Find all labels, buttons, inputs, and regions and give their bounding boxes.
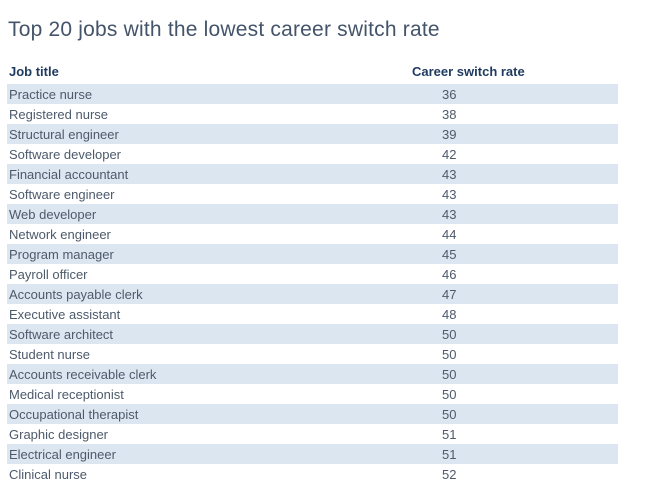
table-header-row: Job title Career switch rate: [7, 59, 618, 84]
career-switch-rate-cell: 48: [442, 306, 457, 322]
career-switch-rate-cell: 50: [442, 346, 457, 362]
career-switch-rate-cell: 51: [442, 446, 457, 462]
table-row: Program manager 45: [7, 244, 618, 264]
career-switch-rate-cell: 46: [442, 266, 457, 282]
career-switch-rate-cell: 45: [442, 246, 457, 262]
job-title-cell: Software engineer: [9, 186, 115, 202]
table-row: Software architect 50: [7, 324, 618, 344]
career-switch-rate-cell: 43: [442, 186, 457, 202]
table-row: Clinical nurse 52: [7, 464, 618, 484]
table-row: Payroll officer 46: [7, 264, 618, 284]
career-switch-rate-cell: 50: [442, 406, 457, 422]
career-switch-rate-cell: 50: [442, 386, 457, 402]
table-row: Accounts receivable clerk 50: [7, 364, 618, 384]
career-switch-rate-cell: 39: [442, 126, 457, 142]
job-title-cell: Web developer: [9, 206, 97, 222]
career-switch-rate-cell: 38: [442, 106, 457, 122]
table-row: Software developer 42: [7, 144, 618, 164]
table-row: Network engineer 44: [7, 224, 618, 244]
table-row: Structural engineer 39: [7, 124, 618, 144]
table-row: Practice nurse 36: [7, 84, 618, 104]
job-title-cell: Medical receptionist: [9, 386, 124, 402]
table-row: Executive assistant 48: [7, 304, 618, 324]
career-switch-rate-cell: 47: [442, 286, 457, 302]
job-title-cell: Registered nurse: [9, 106, 108, 122]
job-title-cell: Occupational therapist: [9, 406, 139, 422]
job-title-cell: Software architect: [9, 326, 114, 342]
career-switch-rate-cell: 52: [442, 466, 457, 482]
job-title-cell: Practice nurse: [9, 86, 93, 102]
job-title-cell: Program manager: [9, 246, 114, 262]
column-header-job-title: Job title: [9, 64, 59, 79]
career-switch-rate-cell: 50: [442, 326, 457, 342]
job-title-cell: Student nurse: [9, 346, 90, 362]
job-title-cell: Electrical engineer: [9, 446, 116, 462]
table-row: Occupational therapist 50: [7, 404, 618, 424]
table-row: Student nurse 50: [7, 344, 618, 364]
job-title-cell: Accounts receivable clerk: [9, 366, 157, 382]
job-title-cell: Executive assistant: [9, 306, 121, 322]
table-row: Financial accountant 43: [7, 164, 618, 184]
table-row: Electrical engineer 51: [7, 444, 618, 464]
job-title-cell: Clinical nurse: [9, 466, 88, 482]
table-row: Graphic designer 51: [7, 424, 618, 444]
job-title-cell: Structural engineer: [9, 126, 119, 142]
job-title-cell: Payroll officer: [9, 266, 88, 282]
column-header-career-switch-rate: Career switch rate: [412, 64, 525, 79]
table-row: Medical receptionist 50: [7, 384, 618, 404]
career-switch-rate-cell: 44: [442, 226, 457, 242]
career-switch-rate-cell: 43: [442, 166, 457, 182]
table-row: Accounts payable clerk 47: [7, 284, 618, 304]
table-row: Software engineer 43: [7, 184, 618, 204]
career-switch-rate-cell: 43: [442, 206, 457, 222]
table-body: Practice nurse 36 Registered nurse 38 Struct…: [7, 84, 618, 484]
page-title: Top 20 jobs with the lowest career switc…: [8, 18, 440, 41]
job-title-cell: Financial accountant: [9, 166, 129, 182]
table-row: Registered nurse 38: [7, 104, 618, 124]
job-title-cell: Software developer: [9, 146, 122, 162]
career-switch-rate-cell: 42: [442, 146, 457, 162]
career-switch-rate-cell: 50: [442, 366, 457, 382]
career-switch-rate-cell: 51: [442, 426, 457, 442]
career-switch-table: Job title Career switch rate Practice nu…: [7, 59, 618, 484]
job-title-cell: Graphic designer: [9, 426, 108, 442]
job-title-cell: Network engineer: [9, 226, 111, 242]
table-row: Web developer 43: [7, 204, 618, 224]
job-title-cell: Accounts payable clerk: [9, 286, 143, 302]
career-switch-rate-cell: 36: [442, 86, 457, 102]
